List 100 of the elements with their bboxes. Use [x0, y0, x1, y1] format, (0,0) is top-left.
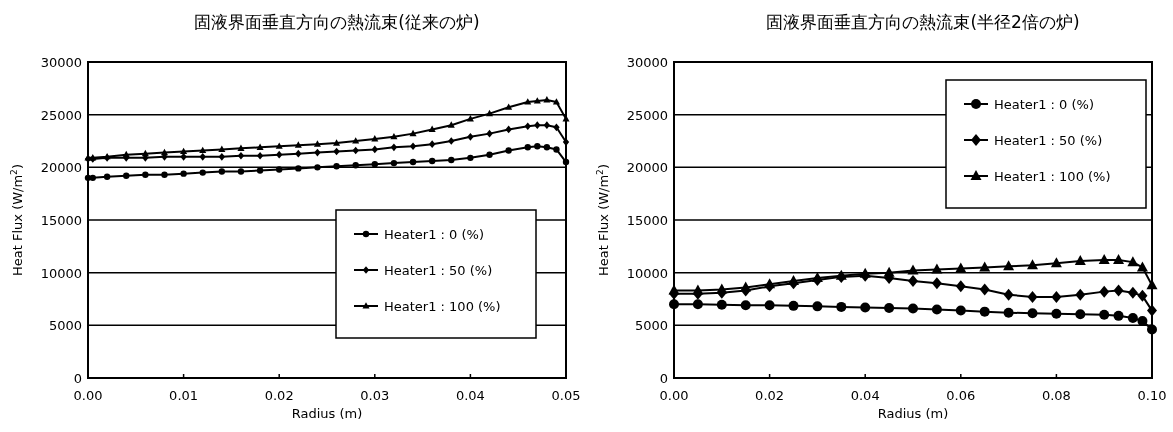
point [764, 300, 775, 311]
point [123, 172, 130, 179]
point [955, 280, 966, 293]
point [275, 142, 283, 149]
point [199, 169, 206, 176]
point [161, 171, 168, 178]
point [428, 157, 436, 165]
point [447, 121, 455, 128]
point [931, 263, 943, 274]
point [409, 158, 417, 166]
point [553, 123, 560, 132]
point [534, 143, 541, 150]
point [199, 152, 206, 161]
point [716, 299, 727, 310]
point [860, 302, 871, 313]
point [333, 147, 340, 156]
point [448, 156, 455, 164]
point [562, 158, 570, 166]
point [295, 165, 302, 172]
point [1147, 304, 1157, 317]
point [160, 148, 168, 156]
point [1137, 289, 1148, 302]
point [295, 149, 302, 158]
point [979, 261, 991, 272]
x-tick-label: 0.08 [1041, 388, 1071, 403]
y-tick-label: 0 [73, 371, 82, 386]
point [788, 300, 799, 311]
y-tick-label: 0 [659, 371, 668, 386]
point [237, 144, 245, 151]
point [534, 121, 541, 130]
legend-label: Heater1 : 0 (%) [384, 227, 484, 242]
point [1051, 308, 1062, 319]
point [467, 154, 474, 162]
legend-label: Heater1 : 0 (%) [994, 97, 1094, 112]
point [256, 167, 264, 174]
point [692, 284, 704, 295]
x-tick-label: 0.00 [73, 388, 103, 403]
point [333, 163, 340, 170]
x-tick-label: 0.02 [755, 388, 785, 403]
legend-label: Heater1 : 100 (%) [994, 169, 1111, 184]
x-axis-title: Radius (m) [291, 406, 363, 421]
point [1127, 286, 1138, 299]
point [543, 144, 551, 151]
point [1027, 290, 1038, 303]
point [1050, 257, 1062, 268]
point [428, 125, 436, 132]
point [764, 278, 776, 289]
point [716, 283, 728, 294]
y-tick-label: 15000 [40, 213, 82, 228]
point [199, 146, 207, 154]
point [505, 103, 513, 110]
point [1147, 324, 1157, 335]
point [1113, 284, 1124, 297]
point [352, 137, 360, 144]
point [1099, 309, 1110, 320]
point [979, 306, 990, 317]
point [1113, 254, 1125, 265]
point [1127, 256, 1139, 267]
x-tick-label: 0.10 [1137, 388, 1167, 403]
point [1003, 260, 1015, 271]
point [669, 299, 679, 310]
y-tick-label: 25000 [40, 107, 82, 123]
y-tick-label: 20000 [40, 160, 82, 176]
point [218, 168, 226, 175]
x-tick-label: 0.00 [659, 388, 689, 403]
y-tick-label: 30000 [626, 55, 668, 70]
y-tick-label: 10000 [40, 265, 82, 281]
point [505, 125, 512, 134]
x-tick-label: 0.04 [850, 388, 880, 403]
point [256, 151, 264, 160]
y-tick-label: 15000 [626, 213, 668, 228]
point [314, 164, 321, 171]
point [1075, 288, 1086, 301]
point [89, 174, 96, 182]
y-tick-label: 5000 [48, 318, 82, 334]
x-tick-label: 0.05 [551, 388, 581, 403]
x-tick-label: 0.03 [360, 388, 390, 403]
point [1003, 288, 1014, 301]
point [955, 262, 967, 273]
point [552, 98, 560, 105]
point [543, 121, 551, 130]
y-tick-label: 20000 [626, 160, 668, 176]
point [1136, 261, 1148, 272]
point [142, 171, 149, 178]
point [907, 264, 919, 275]
point [333, 139, 341, 146]
point [908, 275, 918, 288]
point [1113, 310, 1124, 321]
point [313, 140, 321, 147]
point [1074, 255, 1086, 266]
point [486, 109, 494, 117]
point [409, 129, 417, 137]
point [486, 151, 493, 158]
point [448, 137, 455, 145]
point [294, 141, 302, 148]
point [467, 132, 474, 141]
x-tick-label: 0.01 [169, 388, 199, 403]
point [1027, 259, 1038, 270]
point [237, 151, 245, 160]
legend-label: Heater1 : 100 (%) [384, 299, 501, 314]
